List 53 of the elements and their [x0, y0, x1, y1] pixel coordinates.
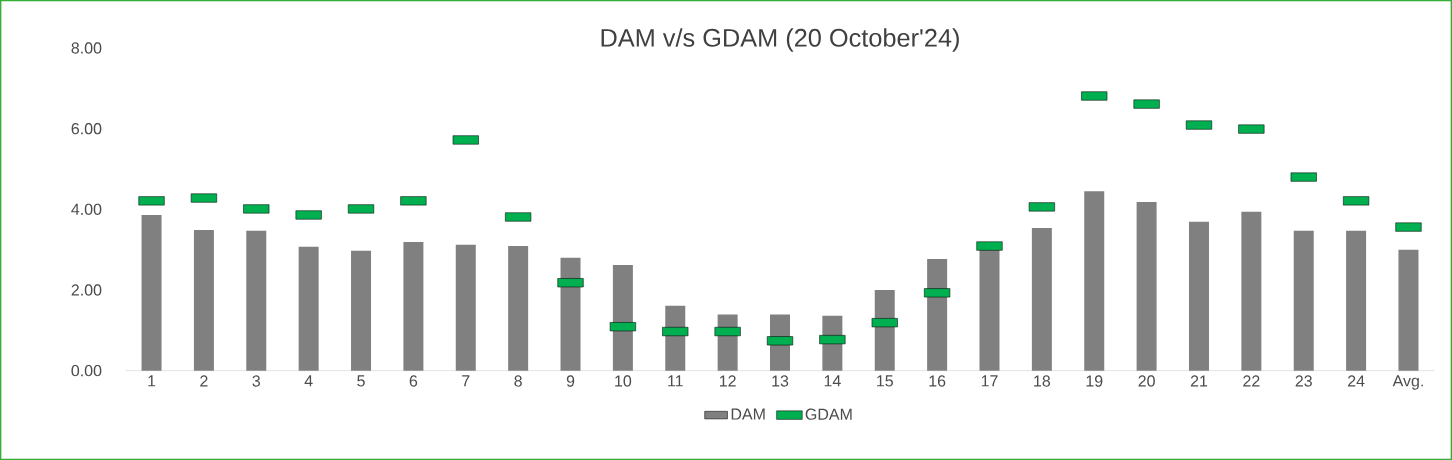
- chart-title: DAM v/s GDAM (20 October'24): [601, 28, 959, 52]
- x-tick-label: 10: [615, 375, 632, 387]
- x-tick-label: 1: [148, 375, 156, 387]
- bar: [141, 214, 162, 371]
- bar: [193, 229, 214, 371]
- x-tick-label: 9: [566, 375, 575, 387]
- bar: [560, 257, 581, 371]
- bar: [246, 230, 267, 371]
- y-tick-label: 4.00: [71, 203, 102, 215]
- y-tick-label: 8.00: [71, 42, 102, 54]
- bar: [298, 246, 319, 371]
- x-tick-label: 24: [1348, 375, 1365, 387]
- x-tick-label: 13: [772, 375, 789, 387]
- x-tick-label: 6: [409, 375, 418, 387]
- x-tick-label: 17: [981, 375, 998, 387]
- x-tick-label: 3: [252, 375, 261, 387]
- x-tick-label: 20: [1138, 375, 1155, 387]
- bar: [1293, 230, 1314, 371]
- x-tick-label: 15: [877, 375, 893, 387]
- x-tick-label: 21: [1190, 375, 1208, 387]
- x-tick-label: 4: [304, 375, 313, 387]
- legend-label: GDAM: [805, 408, 852, 420]
- y-tick-label: 6.00: [71, 123, 102, 135]
- x-tick-label: 5: [357, 375, 365, 387]
- x-tick-label: 8: [514, 375, 522, 387]
- bar: [508, 246, 529, 371]
- bar: [1241, 211, 1262, 371]
- x-tick-label: 19: [1086, 375, 1103, 387]
- bar: [1084, 191, 1105, 371]
- x-tick-label: Avg.: [1392, 375, 1423, 390]
- bar: [927, 258, 948, 371]
- bar: [1398, 249, 1419, 371]
- bar: [612, 264, 633, 371]
- y-tick-label: 2.00: [71, 284, 102, 296]
- y-tick-label: 0.00: [71, 365, 102, 377]
- x-tick-label: 14: [824, 375, 841, 387]
- x-tick-label: 12: [719, 375, 736, 387]
- x-tick-label: 11: [668, 375, 683, 387]
- x-tick-label: 22: [1243, 375, 1260, 387]
- x-tick-label: 2: [200, 375, 208, 387]
- x-tick-label: 18: [1034, 375, 1051, 387]
- bar: [1346, 230, 1367, 371]
- bar: [455, 244, 476, 371]
- bar: [1136, 202, 1157, 371]
- x-tick-label: 16: [929, 375, 946, 387]
- bar: [1188, 221, 1209, 371]
- x-tick-label: 7: [462, 375, 470, 387]
- bar: [979, 248, 1000, 371]
- x-tick-label: 23: [1295, 375, 1312, 387]
- legend-label: DAM: [731, 408, 765, 420]
- bar: [1031, 227, 1052, 371]
- bar: [403, 242, 424, 371]
- bar: [351, 250, 372, 371]
